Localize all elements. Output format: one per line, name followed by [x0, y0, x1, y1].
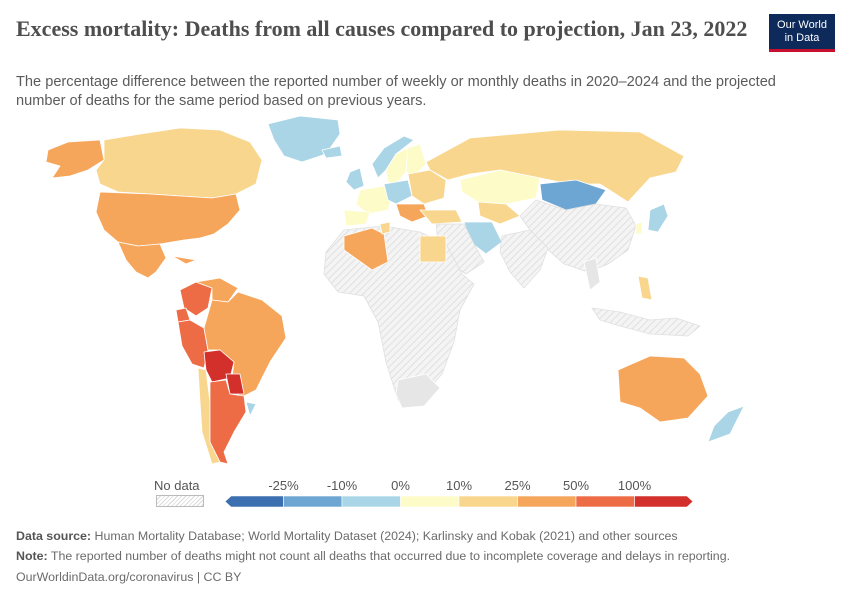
legend-no-data-swatch [156, 495, 204, 507]
legend-tick-label: 50% [563, 478, 589, 493]
legend-tick-label: 25% [504, 478, 530, 493]
source-label: Data source: [16, 529, 92, 543]
world-map[interactable] [0, 112, 850, 474]
region-mexico[interactable] [117, 241, 167, 279]
region-norway[interactable] [371, 135, 415, 179]
footer-source: Data source: Human Mortality Database; W… [16, 529, 678, 543]
region-balkans[interactable] [395, 203, 429, 223]
footer-note: Note: The reported number of deaths migh… [16, 549, 730, 563]
region-finland[interactable] [405, 143, 427, 177]
legend-bin [634, 495, 694, 508]
region-japan[interactable] [647, 203, 669, 233]
region-brazil[interactable] [203, 291, 287, 399]
region-india[interactable] [499, 229, 549, 289]
region-united-kingdom[interactable] [345, 167, 365, 191]
legend-bin [283, 495, 343, 508]
region-united-states[interactable] [95, 191, 241, 247]
region-spain[interactable] [343, 209, 371, 227]
region-philippines[interactable] [637, 275, 653, 301]
region-turkey[interactable] [419, 209, 463, 225]
legend-bin [458, 495, 518, 508]
region-indonesia[interactable] [591, 307, 701, 337]
legend-bin [575, 495, 635, 508]
legend-tick-label: 100% [618, 478, 652, 493]
logo-line-2: in Data [784, 31, 820, 44]
region-australia[interactable] [617, 355, 709, 423]
legend-bin [341, 495, 401, 508]
region-iceland[interactable] [321, 145, 343, 159]
region-thailand[interactable] [583, 257, 601, 291]
legend-bin [224, 495, 284, 508]
region-central-europe[interactable] [383, 179, 413, 205]
source-text: Human Mortality Database; World Mortalit… [94, 529, 678, 543]
region-central-asia[interactable] [477, 201, 521, 225]
region-alaska[interactable] [45, 139, 105, 179]
note-label: Note: [16, 549, 48, 563]
chart-subtitle: The percentage difference between the re… [16, 74, 776, 109]
owid-logo[interactable]: Our World in Data [769, 14, 835, 52]
chart-title: Excess mortality: Deaths from all causes… [16, 16, 748, 41]
region-cuba[interactable] [171, 255, 197, 265]
region-canada[interactable] [95, 127, 263, 199]
region-uruguay[interactable] [245, 401, 257, 417]
legend-color-scale: -25% -10% 0% 10% 25% 50% 100% [224, 478, 694, 508]
legend-tick-label: 10% [446, 478, 472, 493]
note-text: The reported number of deaths might not … [50, 549, 731, 563]
region-tunisia[interactable] [379, 221, 391, 235]
region-peru[interactable] [177, 319, 209, 369]
region-algeria[interactable] [343, 227, 389, 271]
legend-no-data-label: No data [154, 478, 200, 493]
legend-tick-label: -25% [268, 478, 299, 493]
region-egypt[interactable] [419, 235, 447, 263]
region-kazakhstan[interactable] [459, 169, 541, 205]
logo-line-1: Our World [777, 19, 827, 31]
region-argentina[interactable] [209, 379, 247, 465]
region-new-zealand[interactable] [707, 405, 745, 443]
region-western-europe[interactable] [355, 185, 393, 215]
legend-tick-label: 0% [391, 478, 410, 493]
legend-bin [400, 495, 460, 508]
legend-bin [517, 495, 577, 508]
footer-url[interactable]: OurWorldinData.org/coronavirus | CC BY [16, 570, 242, 584]
region-africa[interactable] [323, 225, 475, 401]
region-paraguay[interactable] [225, 373, 245, 395]
legend-tick-label: -10% [327, 478, 358, 493]
region-russia[interactable] [425, 129, 685, 203]
region-south-korea[interactable] [635, 221, 643, 235]
region-south-africa[interactable] [395, 373, 441, 409]
